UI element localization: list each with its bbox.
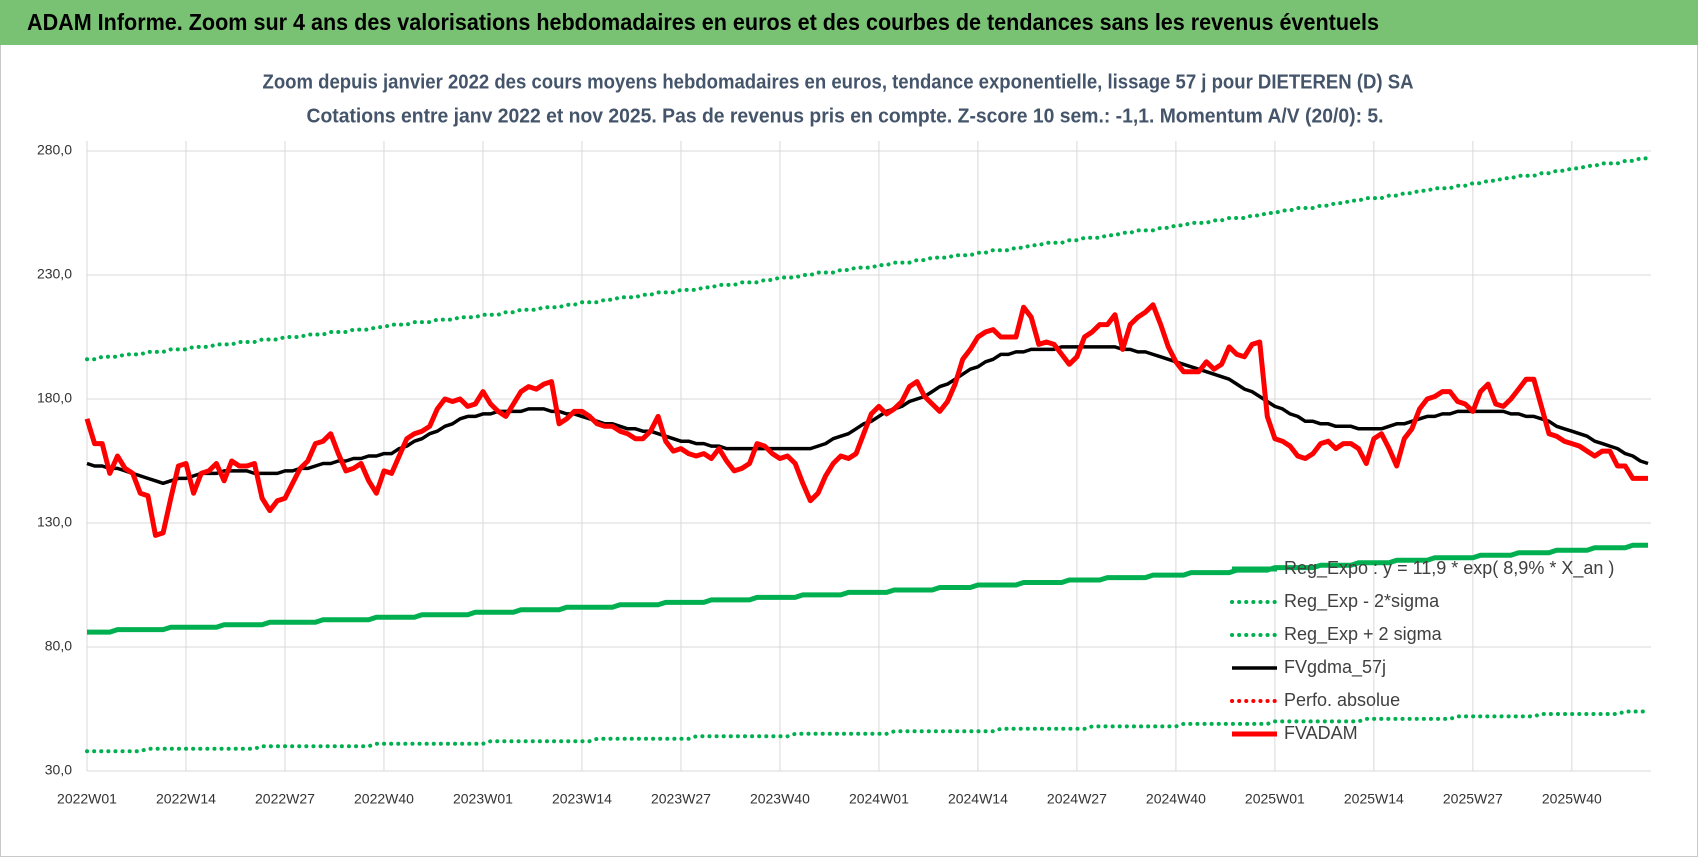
legend-label: Reg_Expo : y = 11,9 * exp( 8,9% * X_an ) xyxy=(1284,558,1614,579)
x-tick-label: 2024W27 xyxy=(1047,791,1107,807)
x-tick-label: 2024W40 xyxy=(1146,791,1206,807)
chart-subtitle: Cotations entre janv 2022 et nov 2025. P… xyxy=(307,105,1384,127)
series-line xyxy=(85,156,1650,362)
x-tick-label: 2025W27 xyxy=(1443,791,1503,807)
x-tick-label: 2023W01 xyxy=(453,791,513,807)
x-tick-label: 2022W01 xyxy=(57,791,117,807)
x-tick-label: 2023W40 xyxy=(750,791,810,807)
x-tick-label: 2025W14 xyxy=(1344,791,1404,807)
x-tick-label: 2024W01 xyxy=(849,791,909,807)
y-tick-label: 130,0 xyxy=(37,514,72,530)
header-title: ADAM Informe. Zoom sur 4 ans des valoris… xyxy=(27,9,1379,35)
legend-label: FVADAM xyxy=(1284,723,1358,743)
legend-label: Perfo. absolue xyxy=(1284,690,1400,710)
legend-label: Reg_Exp + 2 sigma xyxy=(1284,624,1443,645)
y-tick-label: 180,0 xyxy=(37,390,72,406)
series-line xyxy=(84,302,1648,538)
series-line xyxy=(87,542,1648,635)
x-tick-label: 2024W14 xyxy=(948,791,1008,807)
legend-label: Reg_Exp - 2*sigma xyxy=(1284,591,1440,612)
y-tick-label: 30,0 xyxy=(45,762,72,778)
x-tick-label: 2022W14 xyxy=(156,791,216,807)
y-tick-label: 230,0 xyxy=(37,266,72,282)
header-bar xyxy=(0,0,1698,45)
series-line xyxy=(85,709,1650,754)
x-tick-label: 2022W27 xyxy=(255,791,315,807)
y-tick-label: 80,0 xyxy=(45,638,72,654)
x-tick-label: 2025W40 xyxy=(1542,791,1602,807)
x-tick-label: 2025W01 xyxy=(1245,791,1305,807)
legend-label: FVgdma_57j xyxy=(1284,657,1386,678)
x-tick-label: 2023W14 xyxy=(552,791,612,807)
x-tick-label: 2023W27 xyxy=(651,791,711,807)
y-tick-label: 280,0 xyxy=(37,142,72,158)
x-tick-label: 2022W40 xyxy=(354,791,414,807)
chart-title: Zoom depuis janvier 2022 des cours moyen… xyxy=(263,71,1414,93)
